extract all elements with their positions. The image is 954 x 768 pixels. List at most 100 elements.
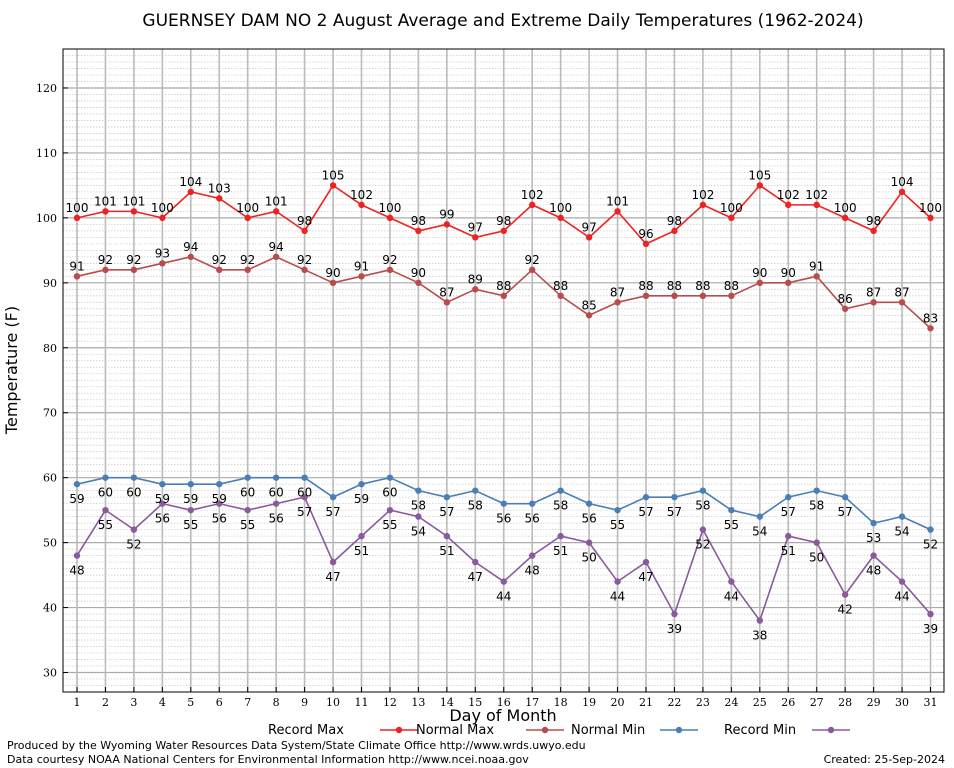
record-max-value-label: 100 [720,201,743,215]
record-max-value-label: 104 [179,175,202,189]
x-tick-label: 28 [838,696,852,709]
normal-min-point [130,474,138,481]
record-max-point [557,214,564,222]
record-min-value-label: 39 [667,622,682,636]
x-tick-label: 21 [639,696,653,709]
legend-marker-record-min [827,726,835,734]
normal-min-point [358,480,365,488]
normal-max-point [756,279,763,287]
record-min-value-label: 55 [240,518,255,532]
normal-min-value-label: 60 [269,486,284,500]
legend: Record Max Normal Max Normal Min Record Min [268,723,850,738]
normal-min-value-label: 57 [439,505,454,519]
record-min-value-label: 48 [866,564,881,578]
x-tick-label: 31 [924,696,938,709]
normal-max-point [585,312,593,319]
normal-min-value-label: 57 [325,505,340,519]
normal-max-value-label: 92 [525,253,540,267]
record-max-point [329,182,337,189]
normal-max-point [728,292,735,300]
x-tick-label: 18 [554,696,568,709]
record-min-point [443,532,451,540]
record-max-point [102,208,109,215]
record-max-value-label: 103 [208,181,231,195]
record-min-point [130,526,138,533]
record-min-value-label: 54 [411,525,426,539]
record-min-value-label: 39 [923,622,938,636]
x-tick-label: 3 [130,696,137,709]
record-max-point [756,182,763,189]
normal-min-point [756,513,763,520]
legend-label-normal-max: Normal Max [416,723,494,738]
x-axis-label: Day of Month [449,706,556,725]
record-max-point [813,201,820,209]
record-min-value-label: 55 [98,518,113,532]
record-max-point [841,214,849,222]
x-tick-label: 12 [383,696,397,709]
normal-max-value-label: 87 [610,285,625,299]
record-min-point [529,552,536,559]
normal-min-point [244,474,251,481]
normal-max-point [927,325,934,332]
record-min-point [358,532,365,540]
normal-max-value-label: 90 [752,266,767,280]
data-labels: 100 101 101 100 104 103 100 101 98 105 102 100 98 99 9… [66,168,942,642]
record-min-point [187,506,194,514]
record-min-value-label: 51 [781,544,796,558]
normal-min-point [443,493,451,501]
record-min-value-label: 50 [809,551,824,565]
record-max-value-label: 100 [236,201,259,215]
y-tick-label: 60 [43,472,57,485]
record-min-value-label: 56 [155,512,170,526]
record-max-point [870,227,877,235]
record-max-value-label: 99 [439,207,454,221]
normal-max-value-label: 85 [581,298,596,312]
legend-label-record-min: Record Min [724,723,796,738]
normal-max-value-label: 88 [695,279,710,293]
normal-max-point [785,279,792,287]
x-tick-label: 4 [159,696,166,709]
record-max-value-label: 98 [411,214,426,228]
record-max-point [301,227,308,235]
normal-min-point [73,480,81,488]
grid [63,48,944,693]
normal-max-point [216,266,223,274]
chart-title: GUERNSEY DAM NO 2 August Average and Ext… [142,11,863,31]
record-min-value-label: 38 [752,629,767,643]
x-tick-label: 6 [216,696,223,709]
record-max-point [358,201,365,209]
record-min-value-label: 51 [553,544,568,558]
normal-max-point [102,266,109,274]
x-tick-label: 22 [667,696,681,709]
normal-min-value-label: 60 [382,486,397,500]
x-tick-label: 9 [301,696,308,709]
normal-max-point [187,253,194,261]
record-max-point [642,240,650,248]
record-max-point [244,214,251,222]
record-max-value-label: 97 [581,220,596,234]
record-min-value-label: 55 [183,518,198,532]
record-max-point [927,214,934,222]
normal-max-value-label: 92 [297,253,312,267]
record-min-point [841,591,849,598]
normal-max-point [472,286,479,293]
record-max-value-label: 101 [265,194,288,208]
normal-max-point [159,260,166,267]
normal-max-point [329,279,337,287]
normal-max-value-label: 92 [382,253,397,267]
normal-min-point [386,474,394,481]
record-max-point [529,201,536,209]
normal-min-point [841,493,849,501]
record-min-point [244,506,251,514]
normal-min-point [898,513,906,520]
y-axis-label: Temperature (F) [2,306,21,435]
normal-max-point [671,292,678,300]
x-tick-label: 7 [244,696,251,709]
normal-min-point [301,474,308,481]
normal-min-value-label: 60 [297,486,312,500]
normal-max-value-label: 88 [553,279,568,293]
normal-min-value-label: 57 [638,505,653,519]
record-max-value-label: 97 [468,220,483,234]
record-max-point [614,208,621,215]
